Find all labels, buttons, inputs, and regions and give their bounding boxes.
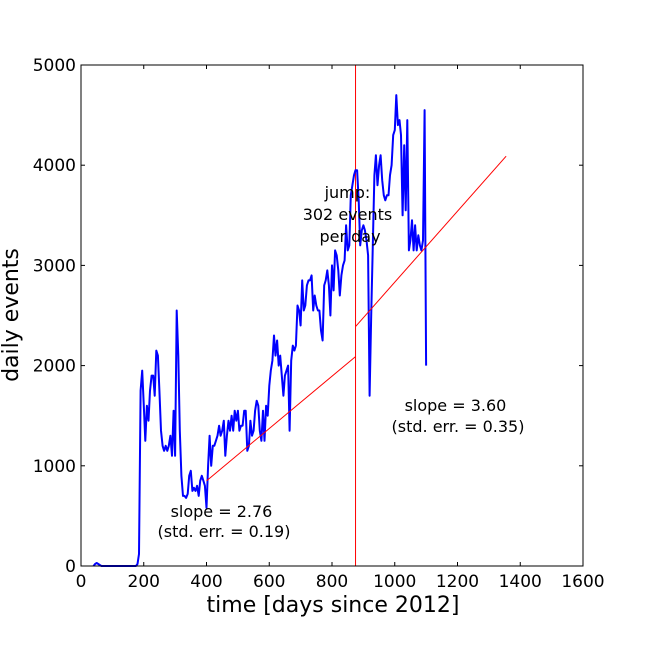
y-tick-label: 5000 [33,56,76,76]
y-tick-label: 1000 [33,457,76,477]
x-tick-label: 200 [128,572,160,592]
series-line-daily-events [92,94,428,567]
fit-line-after-jump [355,155,507,327]
fit-line-before-jump [206,356,356,482]
y-tick-label: 2000 [33,357,76,377]
slope-before-line: slope = 2.76 [171,502,273,521]
x-tick-label: 400 [190,572,222,592]
slope-after-annotation: slope = 3.60 (std. err. = 0.35) [392,396,525,436]
chart-marks [92,65,507,567]
jump-annotation: jump: 302 events per day [303,183,398,246]
x-tick-label: 800 [316,572,348,592]
slope-before-line: (std. err. = 0.19) [158,522,291,541]
x-axis-title: time [days since 2012] [207,593,460,618]
y-tick-label: 3000 [33,256,76,276]
y-tick-label: 0 [65,557,76,577]
slope-before-annotation: slope = 2.76 (std. err. = 0.19) [158,502,291,541]
jump-annotation-line: 302 events [303,205,393,224]
plot-border [80,64,584,567]
y-tick-label: 4000 [33,156,76,176]
slope-after-line: (std. err. = 0.35) [392,417,525,436]
plot-frame [80,64,584,567]
x-tick-label: 1400 [499,572,542,592]
axis-ticks: 0 200 400 600 800 1000 1200 1400 1600 0 1000 2000 30… [33,56,605,592]
y-axis-title: daily events [0,248,24,382]
jump-annotation-line: jump: [324,183,371,202]
x-tick-label: 1200 [436,572,479,592]
slope-after-line: slope = 3.60 [405,396,507,415]
jump-annotation-line: per day [319,227,380,246]
x-tick-label: 1600 [561,572,604,592]
x-tick-label: 0 [76,572,87,592]
x-tick-label: 600 [253,572,285,592]
x-tick-label: 1000 [373,572,416,592]
